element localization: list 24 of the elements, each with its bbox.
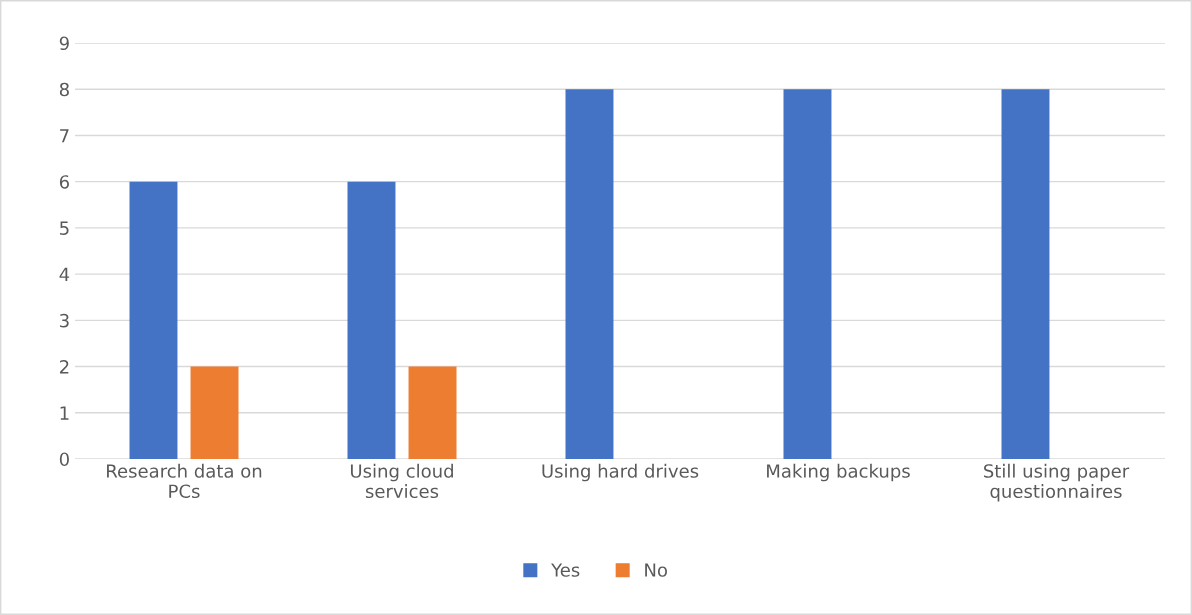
bar [783,89,832,459]
x-tick-label: Using hard drives [542,463,699,482]
x-tick-label: Still using paper questionnaires [984,463,1130,502]
bar [408,366,457,459]
y-tick-label: 1 [60,406,69,420]
bar [347,181,396,459]
bar [190,366,239,459]
y-tick-label: 6 [59,175,69,189]
y-tick-label: 5 [60,221,69,236]
legend-label: No [645,563,667,577]
y-tick-label: 9 [59,36,69,51]
x-tick-label: Using cloud services [350,463,453,499]
legend-label: Yes [551,563,580,577]
y-tick-label: 3 [60,313,69,328]
y-tick-label: 0 [59,452,69,467]
x-tick-label: Research data on PCs [107,463,262,499]
y-tick-label: 7 [60,129,69,143]
bar [129,181,178,459]
bar [565,89,614,459]
x-tick-label: Making backups [767,463,910,482]
y-tick-label: 8 [59,82,69,97]
bar [1001,89,1050,459]
y-tick-label: 4 [59,267,70,281]
y-tick-label: 2 [59,360,69,374]
